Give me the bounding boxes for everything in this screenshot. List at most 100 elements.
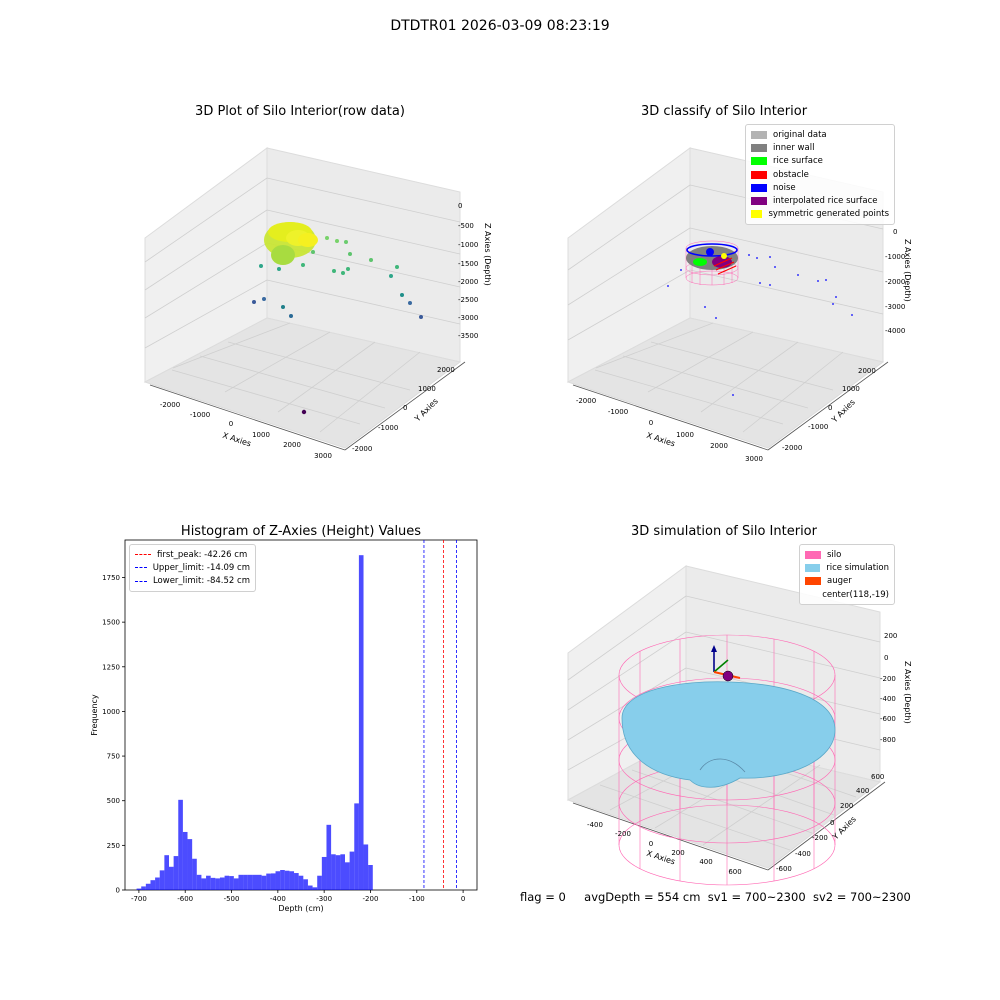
flag-text: flag = 0 [520,890,566,904]
p4-ytick: -400 [795,850,811,858]
p1-xtick: -1000 [190,411,210,419]
legend-label: symmetric generated points [768,209,889,220]
p2-ztick: -4000 [885,327,905,335]
panel2-title: 3D classify of Silo Interior [640,104,808,119]
histogram-bar [307,885,313,890]
p2-ytick: 2000 [858,367,876,375]
legend-line-swatch [135,567,147,569]
p1-ztick: -3000 [458,314,478,322]
p4-ytick: 200 [840,802,853,810]
histogram-xlabel: Depth (cm) [278,904,323,913]
histogram-bar [178,799,183,890]
p1-ztick: -2500 [458,296,478,304]
histogram-ytick-label: 500 [107,797,120,805]
legend-entry: original data [751,128,889,141]
legend-label: Lower_limit: -84.52 cm [152,576,250,587]
legend-label: center(118,-19) [822,589,889,600]
histogram-xtick-label: -700 [131,895,147,903]
p4-ztick: 200 [884,632,897,640]
avg-depth-text: avgDepth = 554 cm [584,890,701,904]
legend-label: rice surface [773,156,823,167]
p4-xtick: -400 [587,821,603,829]
histogram-bar [196,874,202,890]
histogram-xtick-label: -400 [270,895,286,903]
histogram-bar [206,875,211,890]
histogram-ytick-label: 1250 [102,663,120,671]
histogram-bar [349,851,355,890]
p4-xtick: -200 [615,830,631,838]
histogram-bar [275,871,281,890]
legend-entry: Upper_limit: -14.09 cm [135,561,250,574]
legend-label: noise [773,182,796,193]
histogram-bar [294,873,299,890]
p4-xlabel: X Axies [645,849,676,867]
legend-label: rice simulation [826,562,889,573]
histogram-bar [243,874,248,890]
p4-ztick: -600 [880,715,896,723]
p1-ztick: -1500 [458,260,478,268]
histogram-bar [169,866,174,890]
p4-ztick: 0 [884,654,888,662]
panel3-title: Histogram of Z-Axies (Height) Values [180,524,422,539]
histogram-bar [326,824,332,890]
histogram-bar [247,874,253,890]
p4-xtick: 0 [649,840,653,848]
p2-ytick: -1000 [808,423,828,431]
panel4-title: 3D simulation of Silo Interior [631,524,817,539]
legend-swatch [751,157,767,166]
legend-swatch [805,591,816,599]
histogram-bar [335,855,341,890]
p1-xtick: 3000 [314,452,332,460]
p2-ylabel: Y Axies [829,398,857,426]
histogram-bar [331,854,336,890]
legend-label: obstacle [773,169,809,180]
p1-ytick: -2000 [352,445,372,453]
legend-swatch [751,130,767,139]
histogram-bar [358,555,364,890]
legend-label: interpolated rice surface [773,196,878,207]
p2-zlabel: Z Axies (Depth) [903,239,912,302]
histogram-ytick-label: 1750 [102,574,120,582]
histogram-bar [219,877,225,890]
legend-entry: silo [805,548,889,561]
legend-label: Upper_limit: -14.09 cm [152,562,250,573]
histogram-bar [340,854,345,890]
histogram-bar [289,871,295,890]
histogram-bar [363,844,369,890]
p1-xtick: 2000 [283,441,301,449]
histogram-bar [229,876,234,890]
p2-xtick: 3000 [745,455,763,463]
legend-swatch [805,550,821,559]
legend-label: original data [773,129,827,140]
p2-ytick: 0 [828,404,832,412]
histogram-bar [233,878,239,890]
p2-ztick: -1000 [885,253,905,261]
histogram-bar [312,887,318,890]
p1-xlabel: X Axies [221,431,252,449]
legend-entry: symmetric generated points [751,208,889,221]
legend-entry: rice simulation [805,561,889,574]
histogram-xtick-label: -300 [316,895,332,903]
p2-ztick: -3000 [885,303,905,311]
histogram-bar [164,855,169,890]
histogram-bar [150,880,156,890]
p1-ylabel: Y Axies [412,397,440,425]
histogram-ytick-label: 250 [107,842,120,850]
p4-ztick: -200 [880,675,896,683]
histogram-xtick-label: -100 [409,895,425,903]
legend-entry: auger [805,575,889,588]
histogram-bar [317,875,322,890]
histogram-bar [145,883,151,890]
figure-title: DTDTR01 2026-03-09 08:23:19 [390,18,610,34]
p1-ztick: 0 [458,202,462,210]
p1-xtick: 1000 [252,431,270,439]
histogram-ytick-label: 1500 [102,619,120,627]
histogram-bar [257,874,262,890]
histogram-bar [136,888,142,890]
legend-entry: rice surface [751,155,889,168]
histogram-ytick-label: 1000 [102,708,120,716]
histogram-bar [280,870,285,890]
legend-swatch [751,170,767,179]
legend-line-swatch [135,580,147,582]
histogram-bar [224,875,230,890]
